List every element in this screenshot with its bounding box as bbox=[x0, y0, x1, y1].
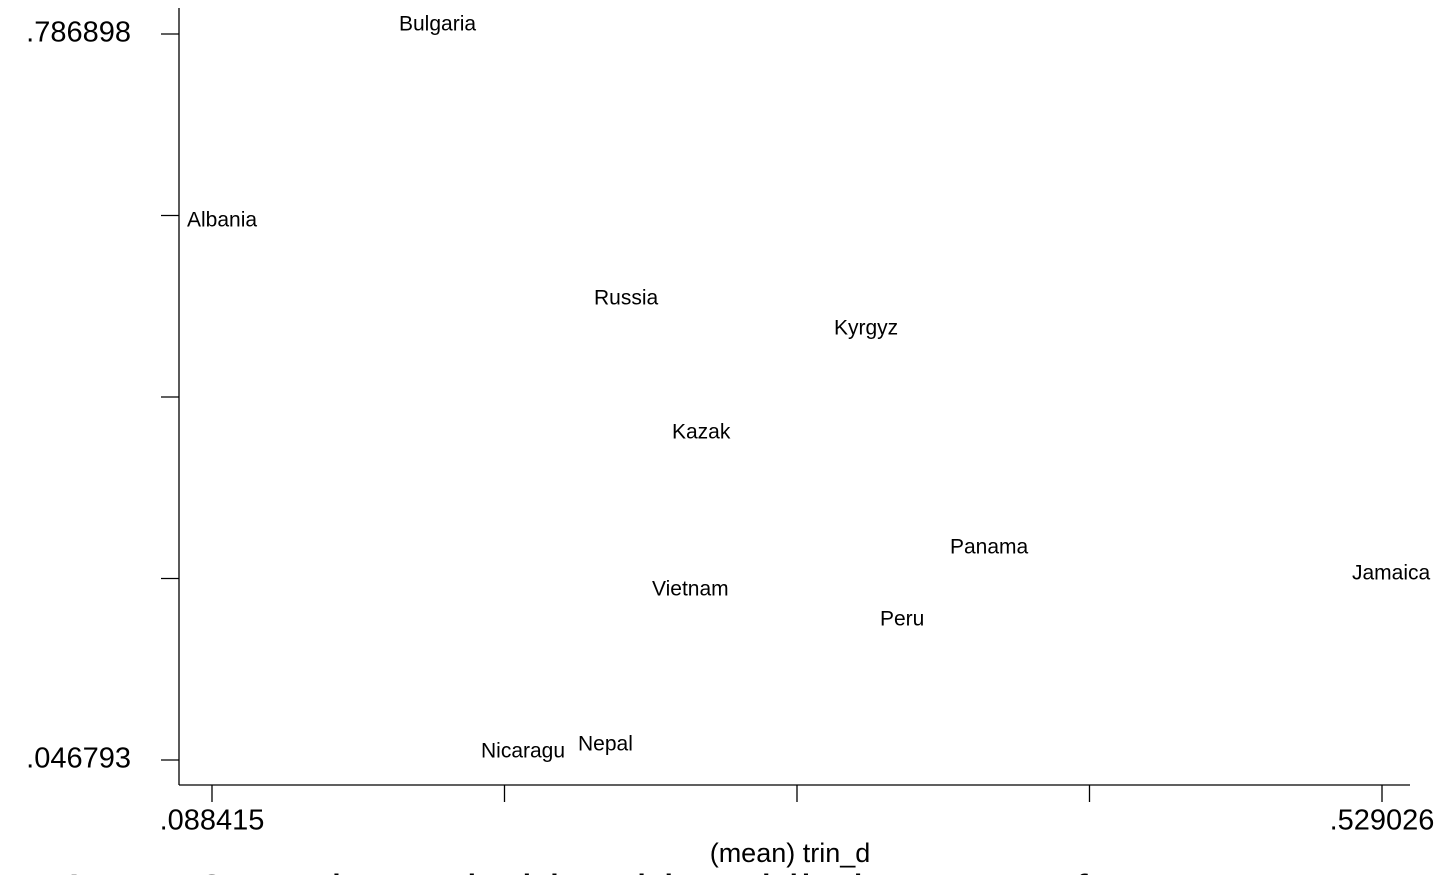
x-axis-title: (mean) trin_d bbox=[710, 838, 871, 868]
y-tick-label: .046793 bbox=[26, 743, 131, 775]
point-label: Kazak bbox=[672, 421, 731, 444]
point-label: Albania bbox=[187, 209, 257, 232]
x-tick-label: .088415 bbox=[160, 805, 265, 837]
point-label: Jamaica bbox=[1352, 562, 1431, 585]
point-label: Peru bbox=[880, 608, 924, 631]
point-label: Nicaragu bbox=[481, 740, 565, 763]
y-tick-label: .786898 bbox=[26, 17, 131, 49]
point-label: Bulgaria bbox=[399, 13, 476, 36]
point-label: Kyrgyz bbox=[834, 317, 898, 340]
x-tick-label: .529026 bbox=[1330, 805, 1435, 837]
caption: TABLE 3 - % households with public hot w… bbox=[32, 865, 1135, 875]
point-label: Nepal bbox=[578, 733, 633, 756]
point-label: Panama bbox=[950, 536, 1029, 559]
point-label: Russia bbox=[594, 287, 659, 310]
point-label: Vietnam bbox=[652, 578, 729, 601]
